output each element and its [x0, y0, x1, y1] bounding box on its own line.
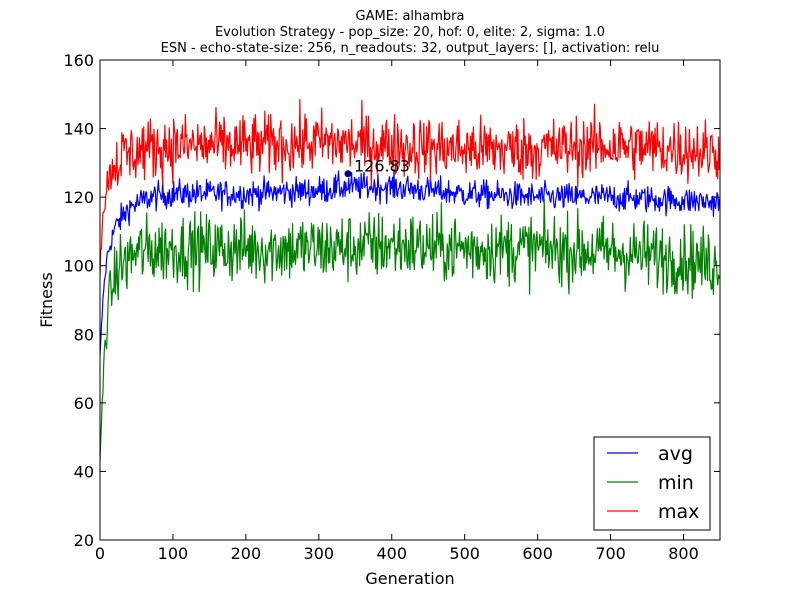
y-axis-label: Fitness [37, 272, 56, 327]
series-layer [100, 98, 720, 461]
plot-frame [99, 59, 721, 541]
y-axis-ticks: 20 40 60 80 100 120 140 160 [63, 51, 720, 550]
y-tick-label: 100 [63, 257, 94, 276]
chart-title-line-2: Evolution Strategy - pop_size: 20, hof: … [215, 25, 605, 40]
x-tick-label: 400 [376, 544, 407, 563]
chart-title-line-1: GAME: alhambra [356, 9, 465, 24]
legend-label-avg: avg [658, 443, 693, 465]
y-tick-label: 140 [63, 120, 94, 139]
x-axis-label: Generation [365, 569, 454, 588]
series-line-min [100, 197, 720, 461]
series-line-max [100, 98, 720, 276]
x-tick-label: 0 [95, 544, 105, 563]
y-tick-label: 80 [74, 325, 94, 344]
x-tick-label: 600 [522, 544, 553, 563]
x-tick-label: 300 [304, 544, 335, 563]
x-axis-ticks: 0 100 200 300 400 500 600 700 800 [95, 60, 699, 563]
x-tick-label: 800 [668, 544, 699, 563]
x-tick-label: 200 [231, 544, 262, 563]
y-tick-label: 160 [63, 51, 94, 70]
annotation-marker [344, 170, 352, 178]
series-line-avg [100, 168, 720, 356]
annotation-layer: 126.83 [344, 157, 410, 178]
legend-label-min: min [658, 472, 694, 494]
y-tick-label: 20 [74, 531, 94, 550]
legend: avg min max [593, 436, 711, 531]
y-tick-label: 40 [74, 462, 94, 481]
x-tick-label: 100 [158, 544, 189, 563]
chart-title-line-3: ESN - echo-state-size: 256, n_readouts: … [161, 41, 660, 56]
x-tick-label: 500 [449, 544, 480, 563]
legend-label-max: max [658, 501, 699, 523]
y-tick-label: 60 [74, 394, 94, 413]
y-tick-label: 120 [63, 188, 94, 207]
annotation-label: 126.83 [354, 157, 410, 176]
x-tick-label: 700 [595, 544, 626, 563]
